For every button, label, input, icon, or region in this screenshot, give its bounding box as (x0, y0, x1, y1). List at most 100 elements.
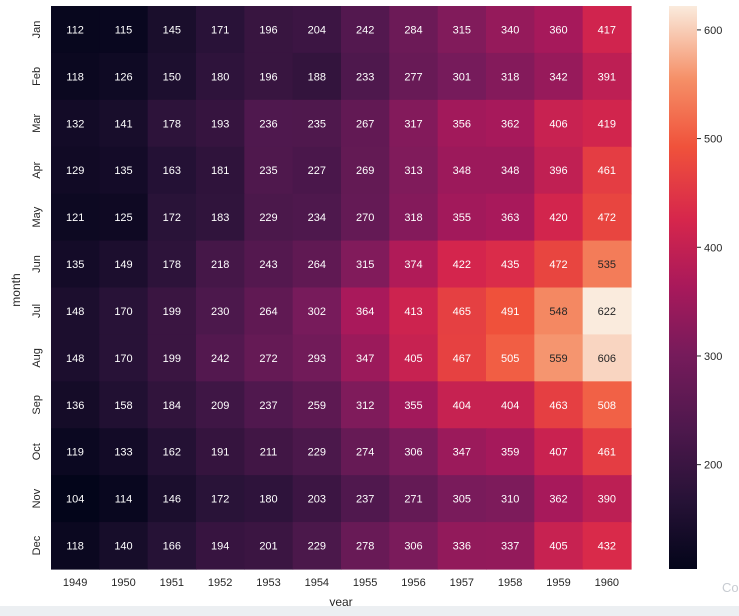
cell-value-label: 312 (356, 400, 374, 412)
cell-value-label: 340 (501, 24, 519, 36)
x-tick-label: 1958 (498, 577, 522, 589)
heatmap-cell (389, 287, 439, 336)
cell-value-label: 112 (66, 24, 84, 36)
cell-value-label: 235 (308, 118, 326, 130)
cell-value-label: 342 (549, 71, 567, 83)
y-tick-label: Aug (31, 348, 43, 368)
x-tick-label: 1960 (595, 577, 619, 589)
heatmap-cell (147, 99, 197, 148)
cell-value-label: 196 (259, 71, 277, 83)
cell-value-label: 301 (453, 71, 471, 83)
cell-value-label: 126 (114, 71, 132, 83)
heatmap-cell (341, 428, 390, 476)
heatmap-cell (196, 240, 245, 289)
cell-value-label: 360 (549, 24, 567, 36)
cell-value-label: 237 (259, 400, 277, 412)
colorbar-gradient (669, 6, 697, 569)
heatmap-cell (292, 6, 342, 54)
heatmap-cell (486, 428, 535, 476)
cell-value-label: 404 (453, 400, 471, 412)
cell-value-label: 559 (549, 353, 567, 365)
cell-value-label: 461 (598, 165, 616, 177)
heatmap-cell (437, 193, 487, 242)
cell-value-label: 417 (598, 24, 616, 36)
cell-value-label: 204 (308, 24, 326, 36)
cell-value-label: 422 (453, 259, 471, 271)
cell-value-label: 229 (308, 541, 326, 553)
cell-value-label: 467 (453, 353, 471, 365)
y-tick-label: Dec (31, 535, 43, 555)
cell-value-label: 374 (404, 259, 422, 271)
cell-value-label: 149 (114, 259, 132, 271)
heatmap-cell (196, 475, 245, 523)
cell-value-label: 348 (501, 165, 519, 177)
heatmap-cell (292, 99, 342, 148)
cell-value-label: 355 (453, 212, 471, 224)
heatmap-cell (582, 381, 632, 429)
colorbar-tick-label: 200 (704, 460, 722, 472)
cell-value-label: 347 (453, 447, 471, 459)
heatmap-cell (99, 240, 149, 289)
x-tick-label: 1956 (401, 577, 425, 589)
cell-value-label: 463 (549, 400, 567, 412)
heatmap-cells (51, 6, 632, 570)
heatmap-cell (147, 6, 197, 54)
y-tick-label: Nov (31, 488, 43, 508)
heatmap-cell (341, 381, 390, 429)
cell-value-label: 233 (356, 71, 374, 83)
cell-value-label: 194 (211, 541, 229, 553)
cell-value-label: 162 (163, 447, 181, 459)
cell-value-label: 188 (308, 71, 326, 83)
cell-value-label: 234 (308, 212, 326, 224)
heatmap-cell (582, 99, 632, 148)
heatmap-cell (99, 428, 149, 476)
cell-value-label: 293 (308, 353, 326, 365)
heatmap-cell (486, 240, 535, 289)
heatmap-cell (51, 475, 100, 523)
cell-value-label: 115 (115, 24, 133, 36)
x-tick-label: 1959 (546, 577, 570, 589)
cell-value-label: 150 (163, 71, 181, 83)
heatmap-cell (534, 6, 584, 54)
cell-value-label: 390 (598, 494, 616, 506)
heatmap-cell (437, 522, 487, 570)
cell-value-label: 140 (114, 541, 132, 553)
cell-value-label: 125 (114, 212, 132, 224)
cell-value-label: 271 (404, 494, 422, 506)
heatmap-cell (582, 334, 632, 382)
heatmap-cell (341, 6, 390, 54)
heatmap-cell (147, 240, 197, 289)
heatmap-cell (147, 522, 197, 570)
cell-value-label: 272 (259, 353, 277, 365)
cell-value-label: 606 (598, 353, 616, 365)
heatmap-cell (582, 475, 632, 523)
heatmap-cell (147, 381, 197, 429)
cell-value-label: 535 (598, 259, 616, 271)
heatmap-cell (389, 475, 439, 523)
heatmap-cell (244, 381, 294, 429)
heatmap-cell (486, 6, 535, 54)
cell-value-label: 315 (453, 24, 471, 36)
cell-value-label: 178 (163, 259, 181, 271)
heatmap-cell (389, 52, 439, 101)
cell-value-label: 236 (259, 118, 277, 130)
heatmap-cell (244, 522, 294, 570)
cell-value-label: 284 (404, 24, 422, 36)
heatmap-cell (486, 99, 535, 148)
cell-value-label: 133 (114, 447, 132, 459)
cell-value-label: 318 (501, 71, 519, 83)
colorbar-tick-label: 600 (704, 25, 722, 37)
heatmap-cell (341, 475, 390, 523)
cell-value-label: 132 (66, 118, 84, 130)
cell-value-label: 270 (356, 212, 374, 224)
heatmap-cell (147, 475, 197, 523)
cell-value-label: 191 (211, 447, 229, 459)
cell-value-label: 170 (114, 353, 132, 365)
heatmap-cell (534, 193, 584, 242)
heatmap-cell (244, 146, 294, 195)
cell-value-label: 201 (259, 541, 277, 553)
heatmap-cell (341, 52, 390, 101)
x-tick-label: 1949 (63, 577, 87, 589)
heatmap-cell (51, 287, 100, 336)
